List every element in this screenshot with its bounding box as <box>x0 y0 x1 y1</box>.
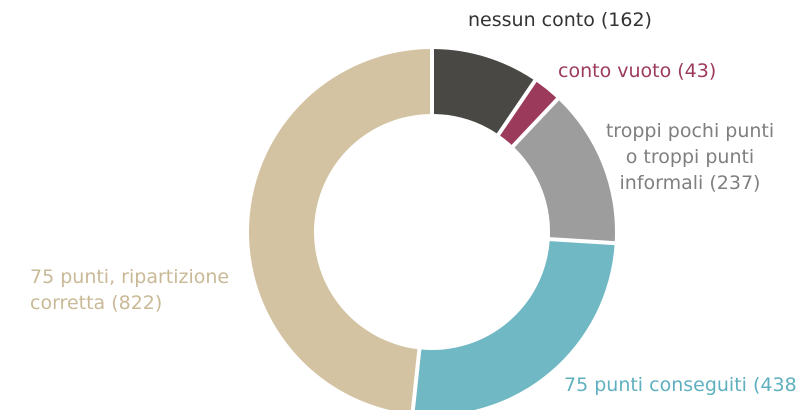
label-75-punti-ripartizione: 75 punti, ripartizione corretta (822) <box>30 266 230 314</box>
slice-75-punti-ripartizione <box>249 49 430 410</box>
label-conto-vuoto: conto vuoto (43) <box>558 60 717 82</box>
slice-nessun-conto <box>433 49 534 134</box>
slice-conto-vuoto <box>500 81 557 145</box>
label-troppi-pochi-punti: troppi pochi punti o troppi punti inform… <box>605 120 775 194</box>
label-75-punti-conseguiti: 75 punti conseguiti (438) <box>564 374 798 396</box>
slice-troppi-pochi-punti <box>514 100 615 242</box>
slice-75-punti-conseguiti <box>414 241 615 410</box>
label-nessun-conto: nessun conto (162) <box>468 9 652 31</box>
